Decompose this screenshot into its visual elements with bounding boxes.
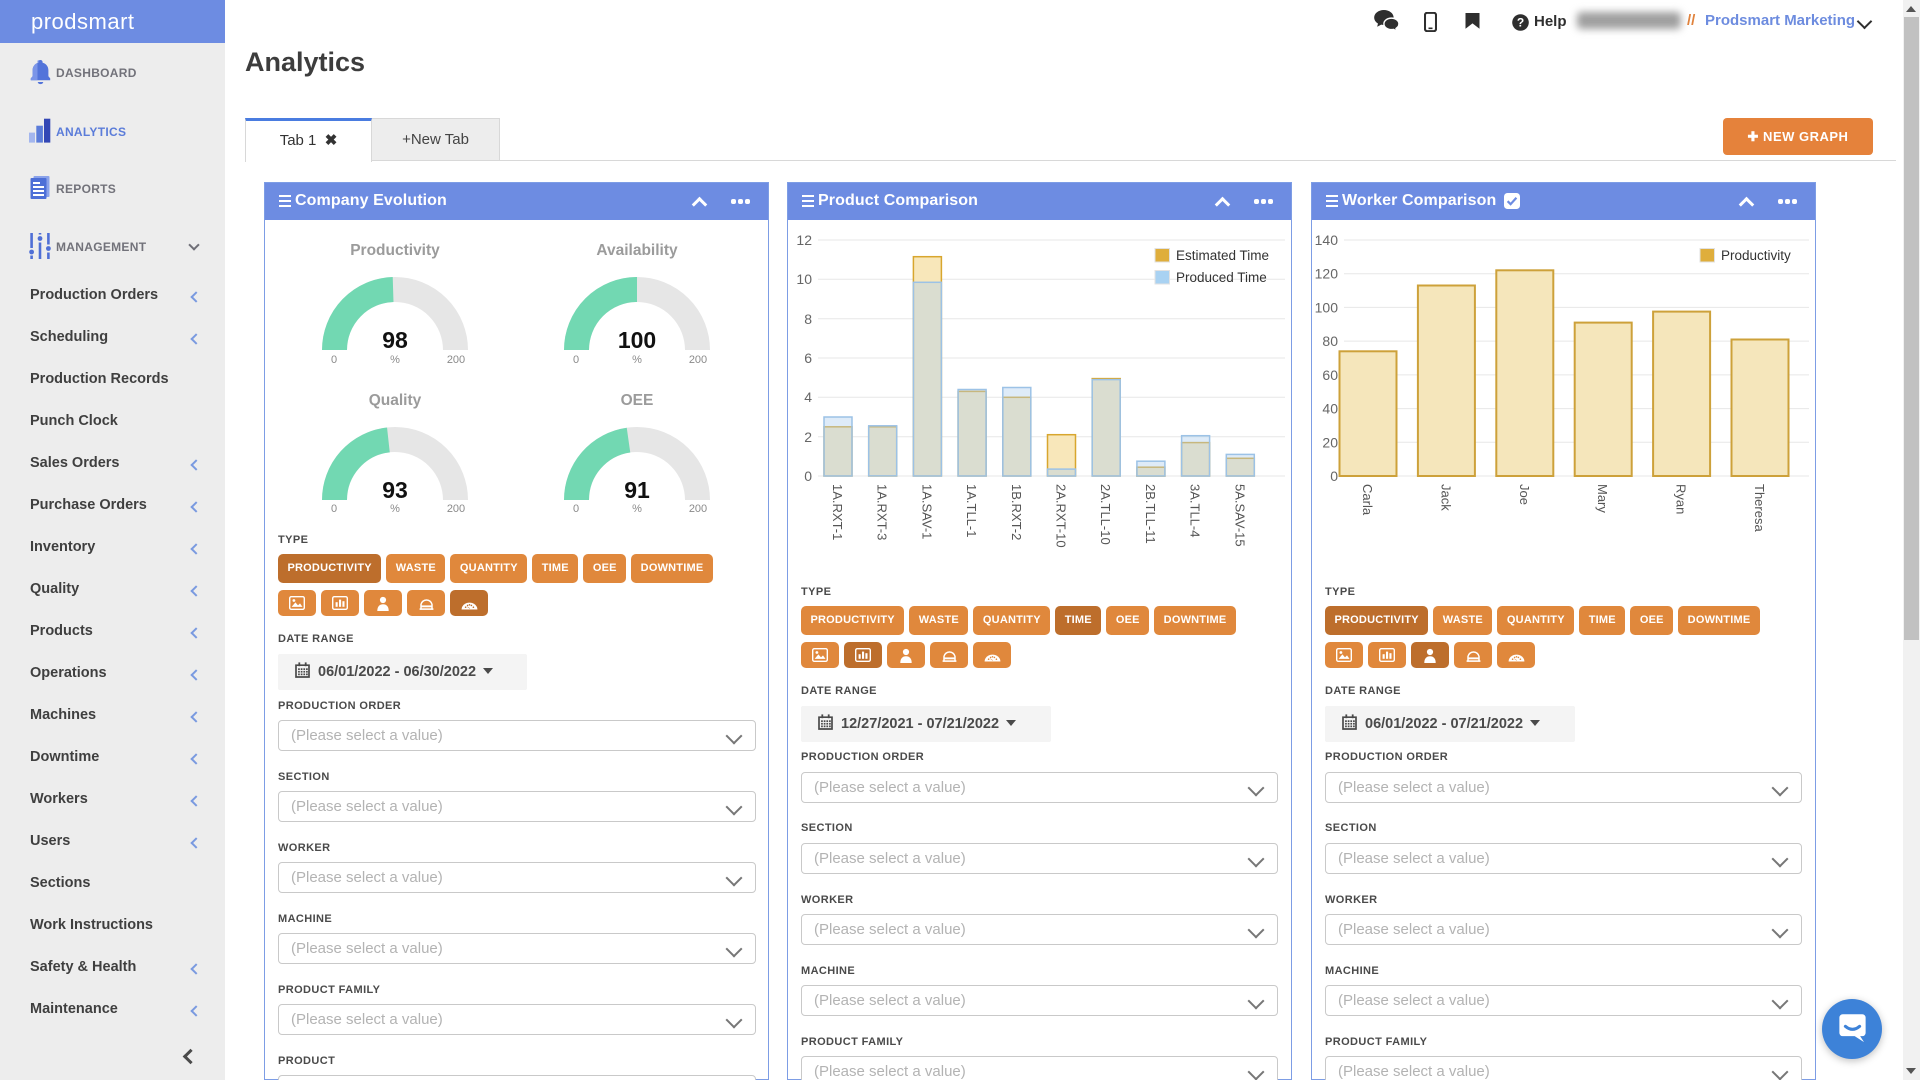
svg-text:%: % (390, 354, 400, 366)
svg-text:0: 0 (804, 468, 812, 484)
svg-text:40: 40 (1322, 401, 1338, 417)
svg-text:1A.RXT-1: 1A.RXT-1 (830, 484, 845, 540)
svg-text:91: 91 (624, 477, 650, 503)
svg-text:%: % (390, 503, 400, 515)
svg-text:Joe: Joe (1517, 484, 1532, 505)
svg-text:Ryan: Ryan (1674, 484, 1689, 514)
svg-text:4: 4 (804, 389, 812, 405)
svg-text:200: 200 (689, 503, 707, 515)
svg-text:Theresa: Theresa (1752, 484, 1767, 532)
svg-text:Produced Time: Produced Time (1176, 270, 1267, 285)
svg-text:Carla: Carla (1360, 484, 1375, 516)
svg-text:3A.TLL-4: 3A.TLL-4 (1188, 484, 1203, 537)
svg-text:2A.RXT-10: 2A.RXT-10 (1054, 484, 1069, 548)
svg-text:2: 2 (804, 429, 812, 445)
svg-text:?: ? (1517, 16, 1524, 30)
svg-text:98: 98 (382, 327, 408, 353)
svg-text:1A.SAV-1: 1A.SAV-1 (919, 484, 934, 539)
svg-text:1B.RXT-2: 1B.RXT-2 (1009, 484, 1024, 540)
svg-text:Productivity: Productivity (1721, 248, 1791, 263)
svg-text:2B.TLL-11: 2B.TLL-11 (1143, 484, 1158, 544)
svg-text:Productivity: Productivity (350, 242, 440, 259)
svg-text:1A.RXT-3: 1A.RXT-3 (875, 484, 890, 540)
svg-text:6: 6 (804, 350, 812, 366)
svg-text:12: 12 (796, 232, 812, 248)
svg-text:%: % (632, 503, 642, 515)
svg-text:10: 10 (796, 271, 812, 287)
svg-text:20: 20 (1322, 434, 1338, 450)
svg-text:5A.SAV-15: 5A.SAV-15 (1232, 484, 1247, 547)
svg-text:Jack: Jack (1438, 484, 1453, 511)
svg-text:0: 0 (573, 354, 579, 366)
svg-text:140: 140 (1315, 232, 1339, 248)
svg-text:60: 60 (1322, 367, 1338, 383)
svg-text:Availability: Availability (596, 242, 678, 259)
svg-text:OEE: OEE (621, 392, 654, 409)
svg-text:93: 93 (382, 477, 408, 503)
svg-text:0: 0 (331, 503, 337, 515)
svg-text:Quality: Quality (369, 392, 422, 409)
svg-text:1A.TLL-1: 1A.TLL-1 (964, 484, 979, 537)
svg-text:0: 0 (1330, 468, 1338, 484)
svg-text:200: 200 (689, 354, 707, 366)
svg-text:Mary: Mary (1595, 484, 1610, 513)
svg-text:0: 0 (573, 503, 579, 515)
svg-text:0: 0 (331, 354, 337, 366)
svg-text:200: 200 (447, 354, 465, 366)
svg-text:Estimated Time: Estimated Time (1176, 248, 1269, 263)
svg-text:100: 100 (1315, 299, 1339, 315)
svg-text:200: 200 (447, 503, 465, 515)
svg-text:100: 100 (618, 327, 656, 353)
svg-text:80: 80 (1322, 333, 1338, 349)
svg-text:120: 120 (1315, 266, 1339, 282)
svg-text:2A.TLL-10: 2A.TLL-10 (1098, 484, 1113, 545)
svg-text:%: % (632, 354, 642, 366)
svg-text:8: 8 (804, 311, 812, 327)
